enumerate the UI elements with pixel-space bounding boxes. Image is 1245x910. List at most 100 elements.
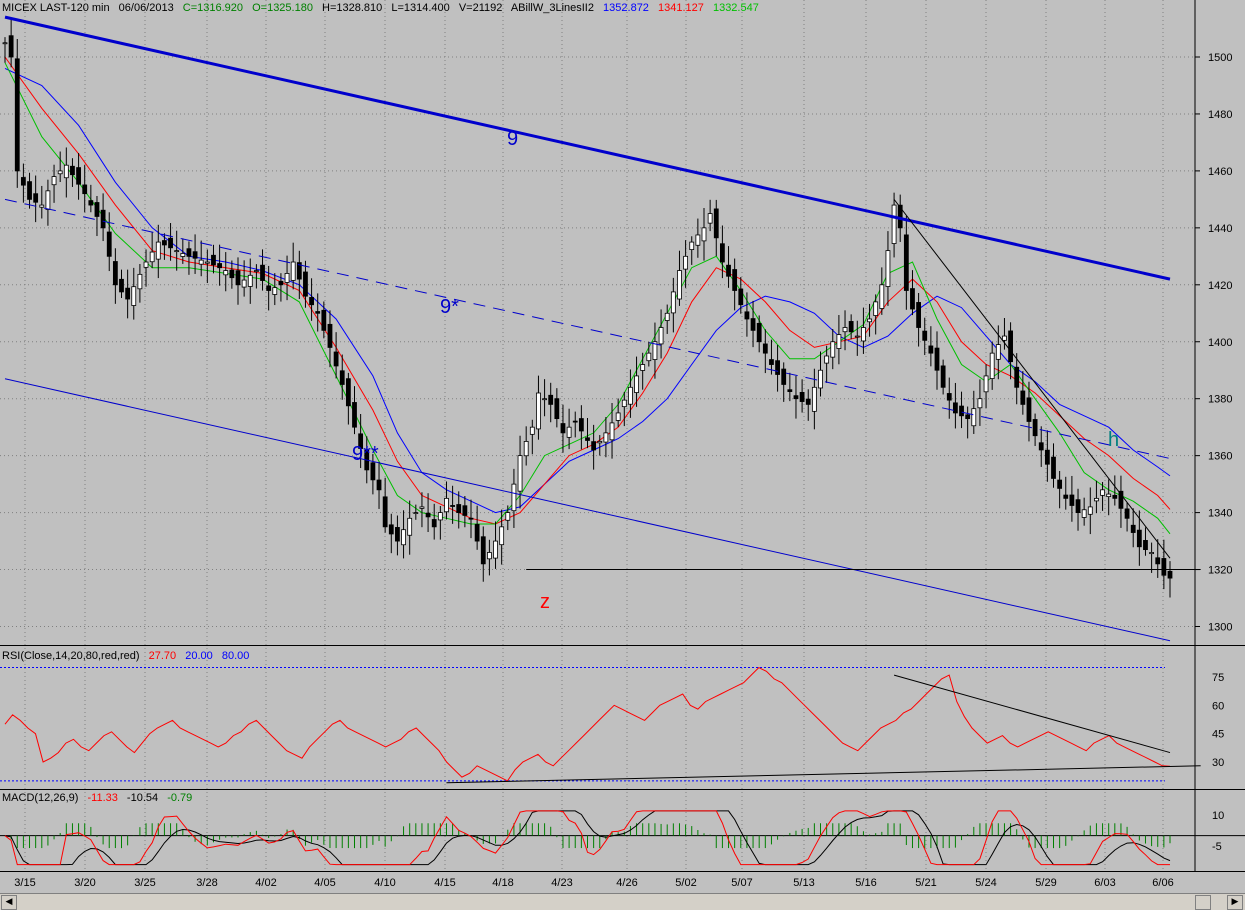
candle-body — [327, 323, 333, 348]
candle-body — [922, 330, 928, 341]
macd-hist: -0.79 — [167, 792, 193, 804]
wave-label: 9 — [507, 128, 518, 150]
x-tick-label: 4/02 — [255, 877, 276, 889]
price-tick-label: 1300 — [1208, 622, 1232, 634]
macd-value: -11.33 — [87, 792, 118, 804]
x-tick-label: 5/24 — [975, 877, 996, 889]
candle-body — [149, 251, 155, 263]
candle-body — [658, 327, 664, 345]
x-tick-label: 3/15 — [14, 877, 35, 889]
macd-signal: -10.54 — [126, 792, 159, 804]
horizontal-scrollbar[interactable]: ◀ ▶ — [0, 893, 1245, 910]
price-tick-label: 1500 — [1208, 52, 1232, 64]
candle-body — [1020, 390, 1026, 405]
candle-body — [315, 311, 321, 314]
x-tick-label: 5/29 — [1035, 877, 1056, 889]
header-high: H=1328.810 — [322, 2, 383, 14]
candle-body — [419, 506, 425, 509]
candle-body — [241, 279, 247, 288]
candle-body — [33, 193, 39, 203]
candle-body — [162, 240, 167, 246]
candle-body — [891, 204, 897, 244]
candle-body — [946, 393, 952, 401]
candle-body — [707, 213, 713, 224]
candle-body — [566, 426, 572, 438]
candle-body — [1106, 493, 1112, 498]
candle-body — [628, 386, 633, 405]
trend-line-9 — [4, 15, 1171, 281]
candle-body — [848, 321, 854, 333]
candle-body — [824, 355, 830, 364]
candle-body — [211, 254, 216, 266]
macd-panel — [0, 790, 1195, 870]
candle-body — [1112, 494, 1118, 499]
candle-body — [805, 398, 811, 405]
rsi-value: 27.70 — [148, 650, 177, 662]
candle-body — [1002, 335, 1007, 341]
candle-body — [63, 164, 69, 179]
candle-body — [640, 364, 646, 371]
x-tick-label: 5/21 — [915, 877, 936, 889]
candle-body — [1038, 442, 1044, 451]
candle-body — [989, 352, 995, 379]
macd-signal-line — [4, 810, 1171, 866]
candle-body — [94, 202, 100, 217]
rsi-low-level: 20.00 — [185, 650, 213, 662]
candle-body — [560, 423, 566, 434]
price-tick-label: 1320 — [1208, 565, 1232, 577]
wave-label: 9* — [440, 296, 459, 318]
candle-body — [695, 234, 701, 246]
candle-body — [511, 483, 517, 512]
candle-body — [726, 264, 731, 277]
price-tick-label: 1380 — [1208, 394, 1232, 406]
candle-body — [689, 241, 695, 250]
candle-body — [818, 369, 823, 389]
wave-label: z — [540, 591, 550, 613]
trend-line-9ss — [4, 378, 1171, 642]
candle-body — [266, 285, 272, 291]
scroll-right-arrow-icon[interactable]: ▶ — [1227, 895, 1243, 910]
candle-body — [401, 529, 406, 546]
candle-body — [119, 278, 124, 293]
candle-body — [965, 414, 971, 420]
candle-body — [253, 270, 259, 272]
candle-body — [137, 273, 143, 290]
candle-body — [738, 288, 744, 306]
candle-body — [1008, 330, 1013, 363]
candle-body — [542, 398, 547, 401]
x-tick-label: 3/25 — [134, 877, 155, 889]
x-tick-label: 4/23 — [551, 877, 572, 889]
header-indicator-name: ABillW_3LinesII2 — [510, 2, 594, 14]
candle-body — [303, 271, 308, 297]
candle-body — [701, 227, 707, 242]
candle-body — [830, 341, 836, 358]
candle-body — [597, 441, 603, 444]
candle-body — [1136, 529, 1142, 548]
candle-body — [358, 433, 364, 449]
candle-body — [155, 241, 161, 260]
macd-header: MACD(12,26,9) -11.33 -10.54 -0.79 — [2, 792, 198, 804]
rsi-panel — [0, 646, 1195, 789]
candle-body — [517, 455, 523, 492]
candle-body — [272, 287, 278, 295]
candle-body — [493, 540, 498, 559]
candle-body — [444, 497, 449, 513]
candle-body — [854, 335, 860, 338]
candle-body — [664, 312, 670, 321]
candle-body — [903, 234, 909, 291]
header-volume: V=21192 — [458, 2, 503, 14]
candle-body — [468, 517, 474, 520]
candle-body — [51, 176, 57, 186]
candle-body — [916, 302, 922, 328]
candle-body — [1087, 506, 1093, 515]
candle-body — [39, 204, 45, 208]
scroll-left-arrow-icon[interactable]: ◀ — [1, 895, 17, 910]
candle-body — [1094, 497, 1099, 502]
candle-body — [1161, 558, 1167, 576]
candle-body — [27, 181, 32, 200]
candle-body — [1118, 490, 1124, 509]
macd-tick-label: -5 — [1212, 841, 1222, 853]
candle-body — [70, 165, 75, 176]
scroll-thumb[interactable] — [1195, 895, 1211, 910]
candle-body — [296, 262, 302, 280]
